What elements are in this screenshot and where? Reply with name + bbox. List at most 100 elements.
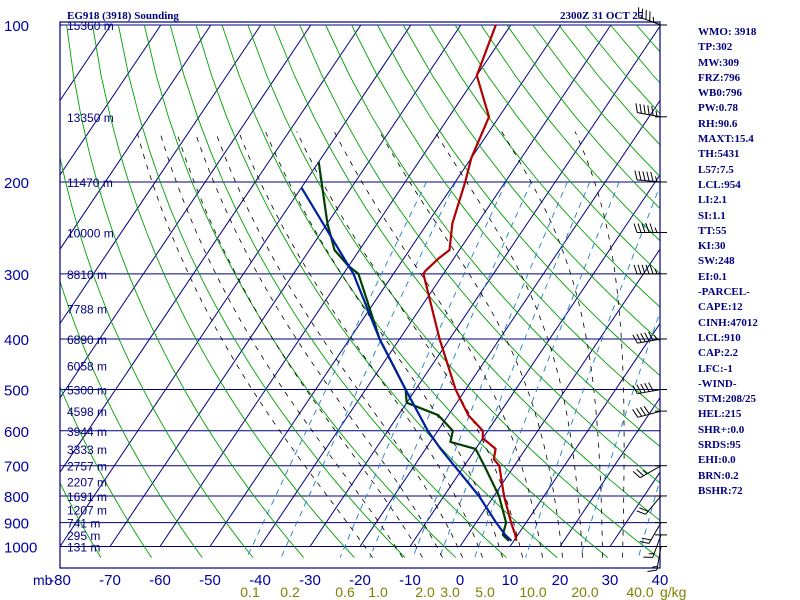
grid [60,24,660,558]
height-label: 1207 m [67,504,107,518]
wind-barb-100 [637,7,667,26]
mixing-ratio-line [280,181,457,558]
wind-barb-flag [636,408,643,417]
height-label: 15360 m [67,19,114,33]
dry-adiabat [454,24,660,275]
height-label: 4598 m [67,405,107,419]
dry-adiabat [351,24,660,412]
wind-barb-flag [646,171,650,182]
stat-item: STM:208/25 [698,393,757,406]
moist-adiabat [574,131,625,558]
isotherm--60 [159,24,512,547]
pressure-label: 1000 [4,540,37,557]
wind-barb-flag [648,331,654,341]
height-label: 3944 m [67,425,107,439]
wind-barb-flag [644,383,650,392]
dry-adiabat [402,24,660,342]
height-label: 11470 m [67,176,113,190]
stat-item: LFC:-1 [698,362,733,375]
wind-barb-staff [645,495,662,515]
dry-adiabat [480,24,660,242]
mixing-ratio-line [339,181,507,558]
wind-barb-550 [632,406,667,418]
wind-barb-flag [635,103,638,113]
wind-barb-flag [644,332,650,342]
stat-item: CAPE:12 [698,301,743,314]
height-label: 6890 m [67,333,107,347]
wind-barb-flag [647,105,650,115]
temperature-tick-label: -40 [249,572,271,589]
plot-frame [59,21,661,569]
mixing-ratio-line [412,181,568,558]
wind-barb-flag [650,171,654,182]
mixing-ratio-label: 3.0 [440,584,460,600]
moist-adiabat [501,131,603,558]
wind-barb-flag [639,407,646,416]
dry-adiabat [60,280,203,558]
pressure-label: 600 [4,424,29,441]
stat-item: TT:55 [698,224,727,237]
wind-barb-flag [632,385,638,394]
mixing-ratio-label: 1.0 [368,584,388,600]
wind-barb-flag [649,264,654,274]
mixing-ratio-label: 20.0 [571,584,598,600]
isotherm--100 [60,24,312,399]
dry-adiabat [299,24,660,484]
temperature-tick-label: -50 [199,572,221,589]
mixing-ratio-line [369,181,532,558]
temperature-trace [422,24,518,542]
wind-barb-flag [637,264,642,274]
stat-item: WB0:796 [698,87,742,100]
height-label: 13350 m [67,111,114,125]
stat-item: L57:7.5 [698,163,734,176]
wind-barb-500 [632,382,667,395]
stat-item: CAP:2.2 [698,347,739,360]
height-label: 131 m [67,541,100,555]
mixing-ratio-label: 5.0 [475,584,495,600]
pressure-label: 500 [4,383,29,400]
height-label: 5300 m [67,384,107,398]
isotherm-20 [559,396,660,547]
height-label: 8810 m [67,268,107,282]
wind-barb-flag [641,264,646,274]
dry-adiabat [273,24,660,521]
mixing-ratio-line [474,181,620,558]
wind-barb-flag [642,171,646,181]
stat-item: BRN:0.2 [698,469,739,482]
moist-adiabat [333,131,543,558]
isotherm--90 [60,24,362,474]
wind-barb-250 [633,223,667,234]
stat-item: MAXT:15.4 [698,133,754,146]
height-label: 2207 m [67,475,107,489]
wind-barb-flag [633,223,638,233]
isotherm--70 [109,24,462,547]
temperature-tick-label: 10 [502,572,519,589]
isotherm--80 [60,24,412,547]
wind-barbs [632,7,667,573]
wind-barb-half-flag [654,227,658,233]
stat-item: TH:5431 [698,148,740,161]
height-label: 741 m [67,517,100,531]
moist-adiabat [136,131,373,558]
moist-adiabat [238,131,483,558]
wind-barb-flag [632,409,639,418]
moist-adiabat [379,131,563,558]
wind-barb-flag [632,471,641,479]
height-label: 295 m [67,529,100,543]
wind-barb-flag [640,333,646,342]
dry-adiabat [325,24,660,448]
moist-adiabat [176,131,423,558]
wind-barb-300 [633,264,667,275]
pressure-label: 200 [4,175,29,192]
temperature-tick-label: 20 [552,572,569,589]
dry-adiabat [221,24,609,558]
height-label: 2757 m [67,460,107,474]
wind-barb-200 [634,170,667,183]
parcel-trace [300,187,513,542]
dry-adiabat [143,24,457,558]
stat-item: HEL:215 [698,408,742,421]
temperature-tick-label: -30 [299,572,321,589]
moist-adiabat [194,131,443,558]
stat-item: RH:90.6 [698,117,738,130]
